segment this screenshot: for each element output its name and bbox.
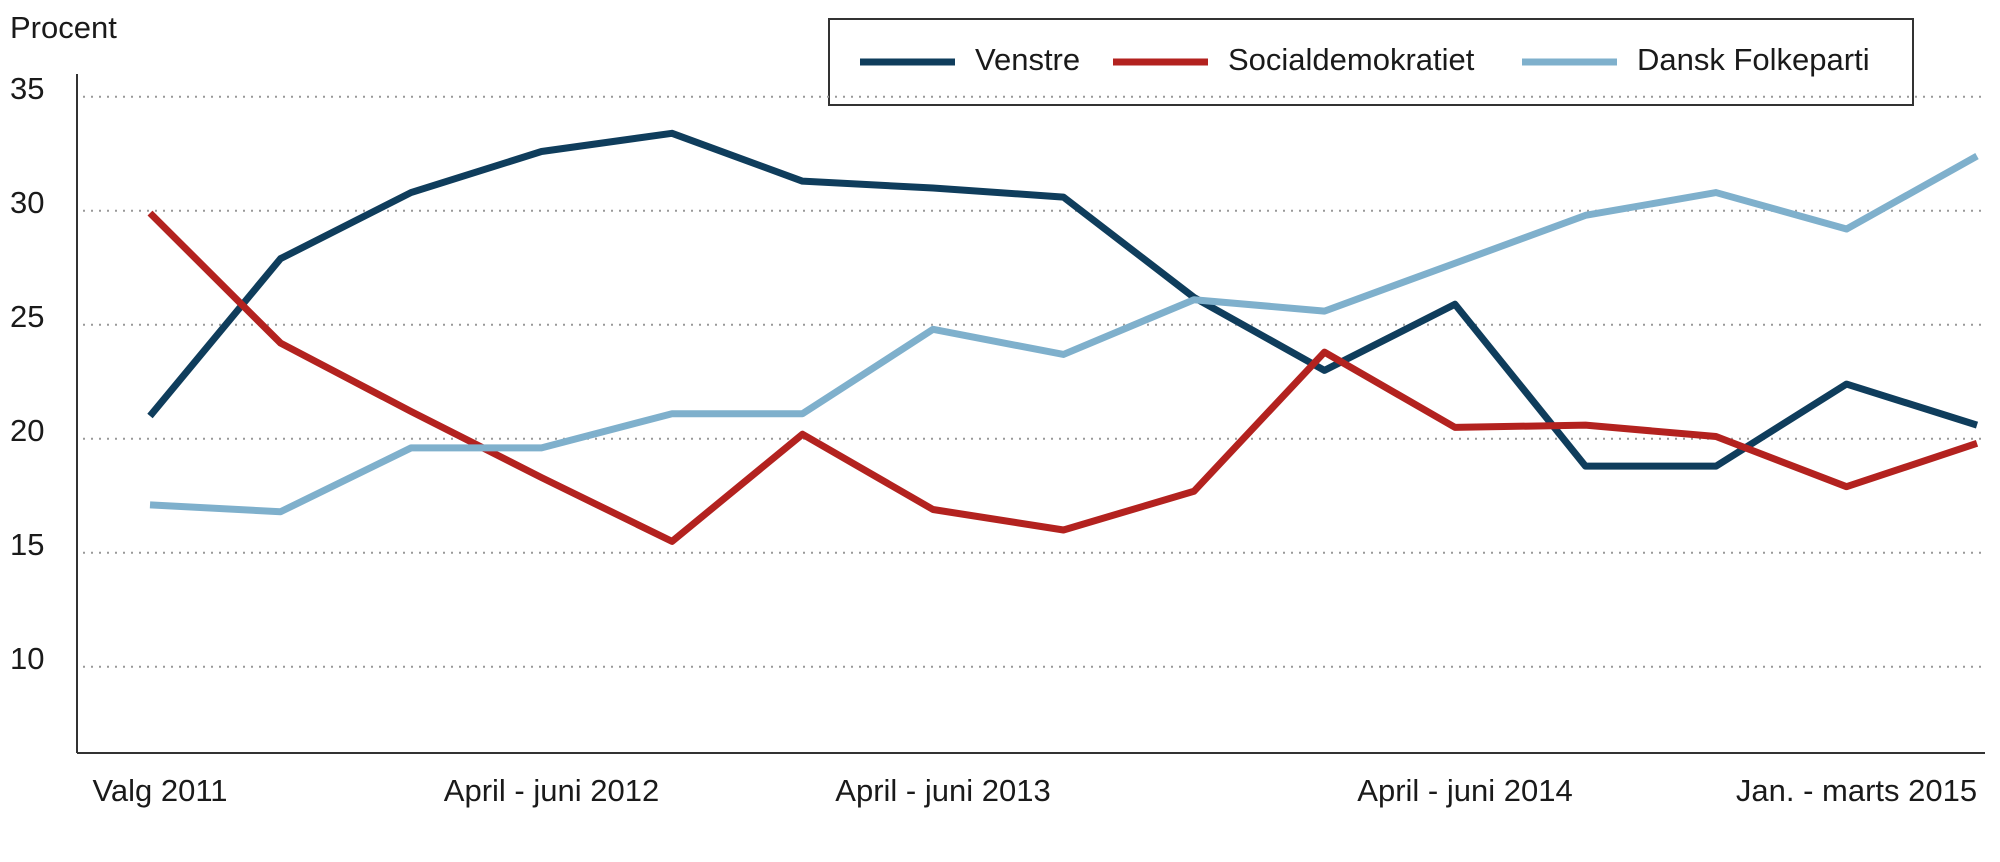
legend-label: Venstre: [975, 42, 1080, 77]
series-line: [149, 153, 1979, 516]
x-tick-label: April - juni 2013: [835, 773, 1050, 808]
y-tick-label: 30: [10, 185, 44, 220]
legend-label: Socialdemokratiet: [1228, 42, 1475, 77]
y-tick-label: 25: [10, 299, 44, 334]
series-line: [147, 210, 1979, 545]
y-tick-label: 35: [10, 71, 44, 106]
legend-label: Dansk Folkeparti: [1637, 42, 1870, 77]
y-tick-label: 10: [10, 641, 44, 676]
x-tick-label: Valg 2011: [92, 773, 227, 808]
legend-box: [828, 18, 1914, 106]
x-tick-label: April - juni 2012: [444, 773, 659, 808]
y-tick-label: 20: [10, 413, 44, 448]
x-tick-label: Jan. - marts 2015: [1736, 773, 1977, 808]
y-tick-label: 15: [10, 527, 44, 562]
y-axis-label: Procent: [10, 10, 117, 45]
x-tick-label: April - juni 2014: [1357, 773, 1572, 808]
series-line: [147, 129, 1979, 470]
